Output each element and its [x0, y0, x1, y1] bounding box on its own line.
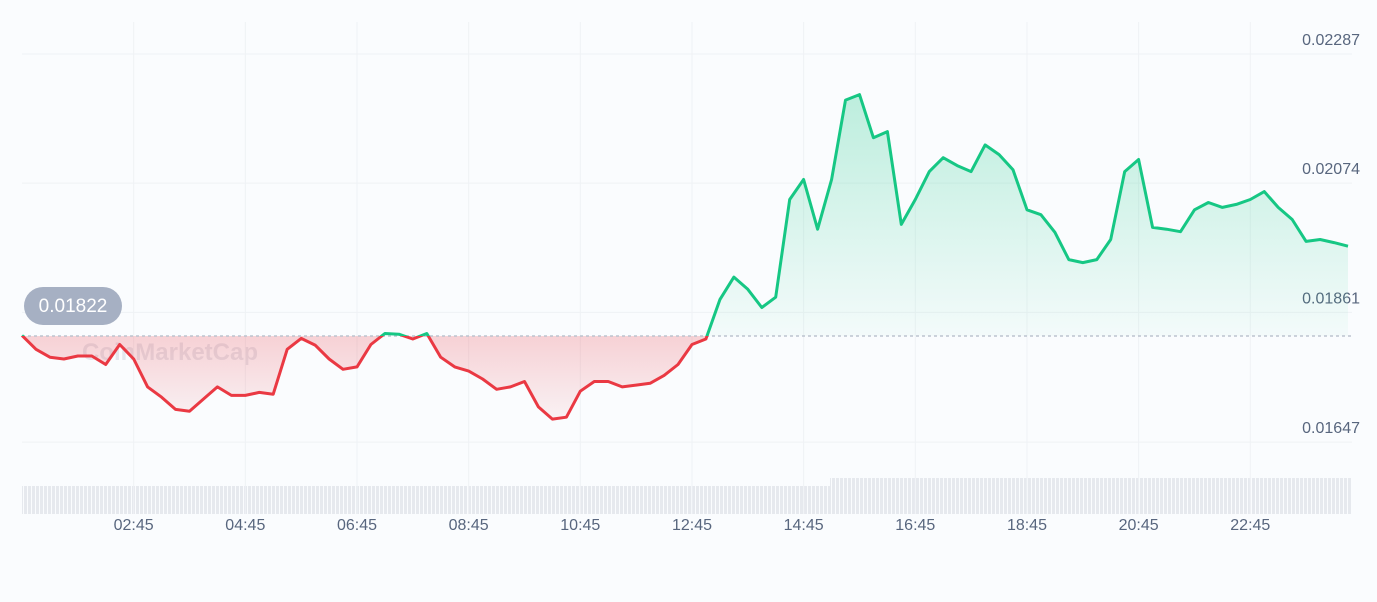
x-tick-label: 18:45 — [1007, 517, 1047, 534]
volume-band — [830, 478, 1352, 514]
x-tick-label: 10:45 — [560, 517, 600, 534]
y-tick-label: 0.01647 — [1302, 420, 1360, 437]
x-tick-label: 16:45 — [895, 517, 935, 534]
x-tick-label: 06:45 — [337, 517, 377, 534]
price-line — [20, 93, 1349, 421]
y-tick-label: 0.02074 — [1302, 161, 1360, 178]
volume-band — [22, 486, 830, 514]
x-tick-label: 02:45 — [114, 517, 154, 534]
x-tick-label: 14:45 — [784, 517, 824, 534]
baseline-pill — [24, 286, 122, 325]
x-tick-label: 12:45 — [672, 517, 712, 534]
x-tick-label: 22:45 — [1230, 517, 1270, 534]
x-tick-label: 04:45 — [225, 517, 265, 534]
y-tick-label: 0.02287 — [1302, 32, 1360, 49]
x-tick-label: 08:45 — [449, 517, 489, 534]
baseline-label: 0.01822 — [39, 296, 108, 317]
x-tick-label: 20:45 — [1119, 517, 1159, 534]
area — [22, 94, 1348, 420]
